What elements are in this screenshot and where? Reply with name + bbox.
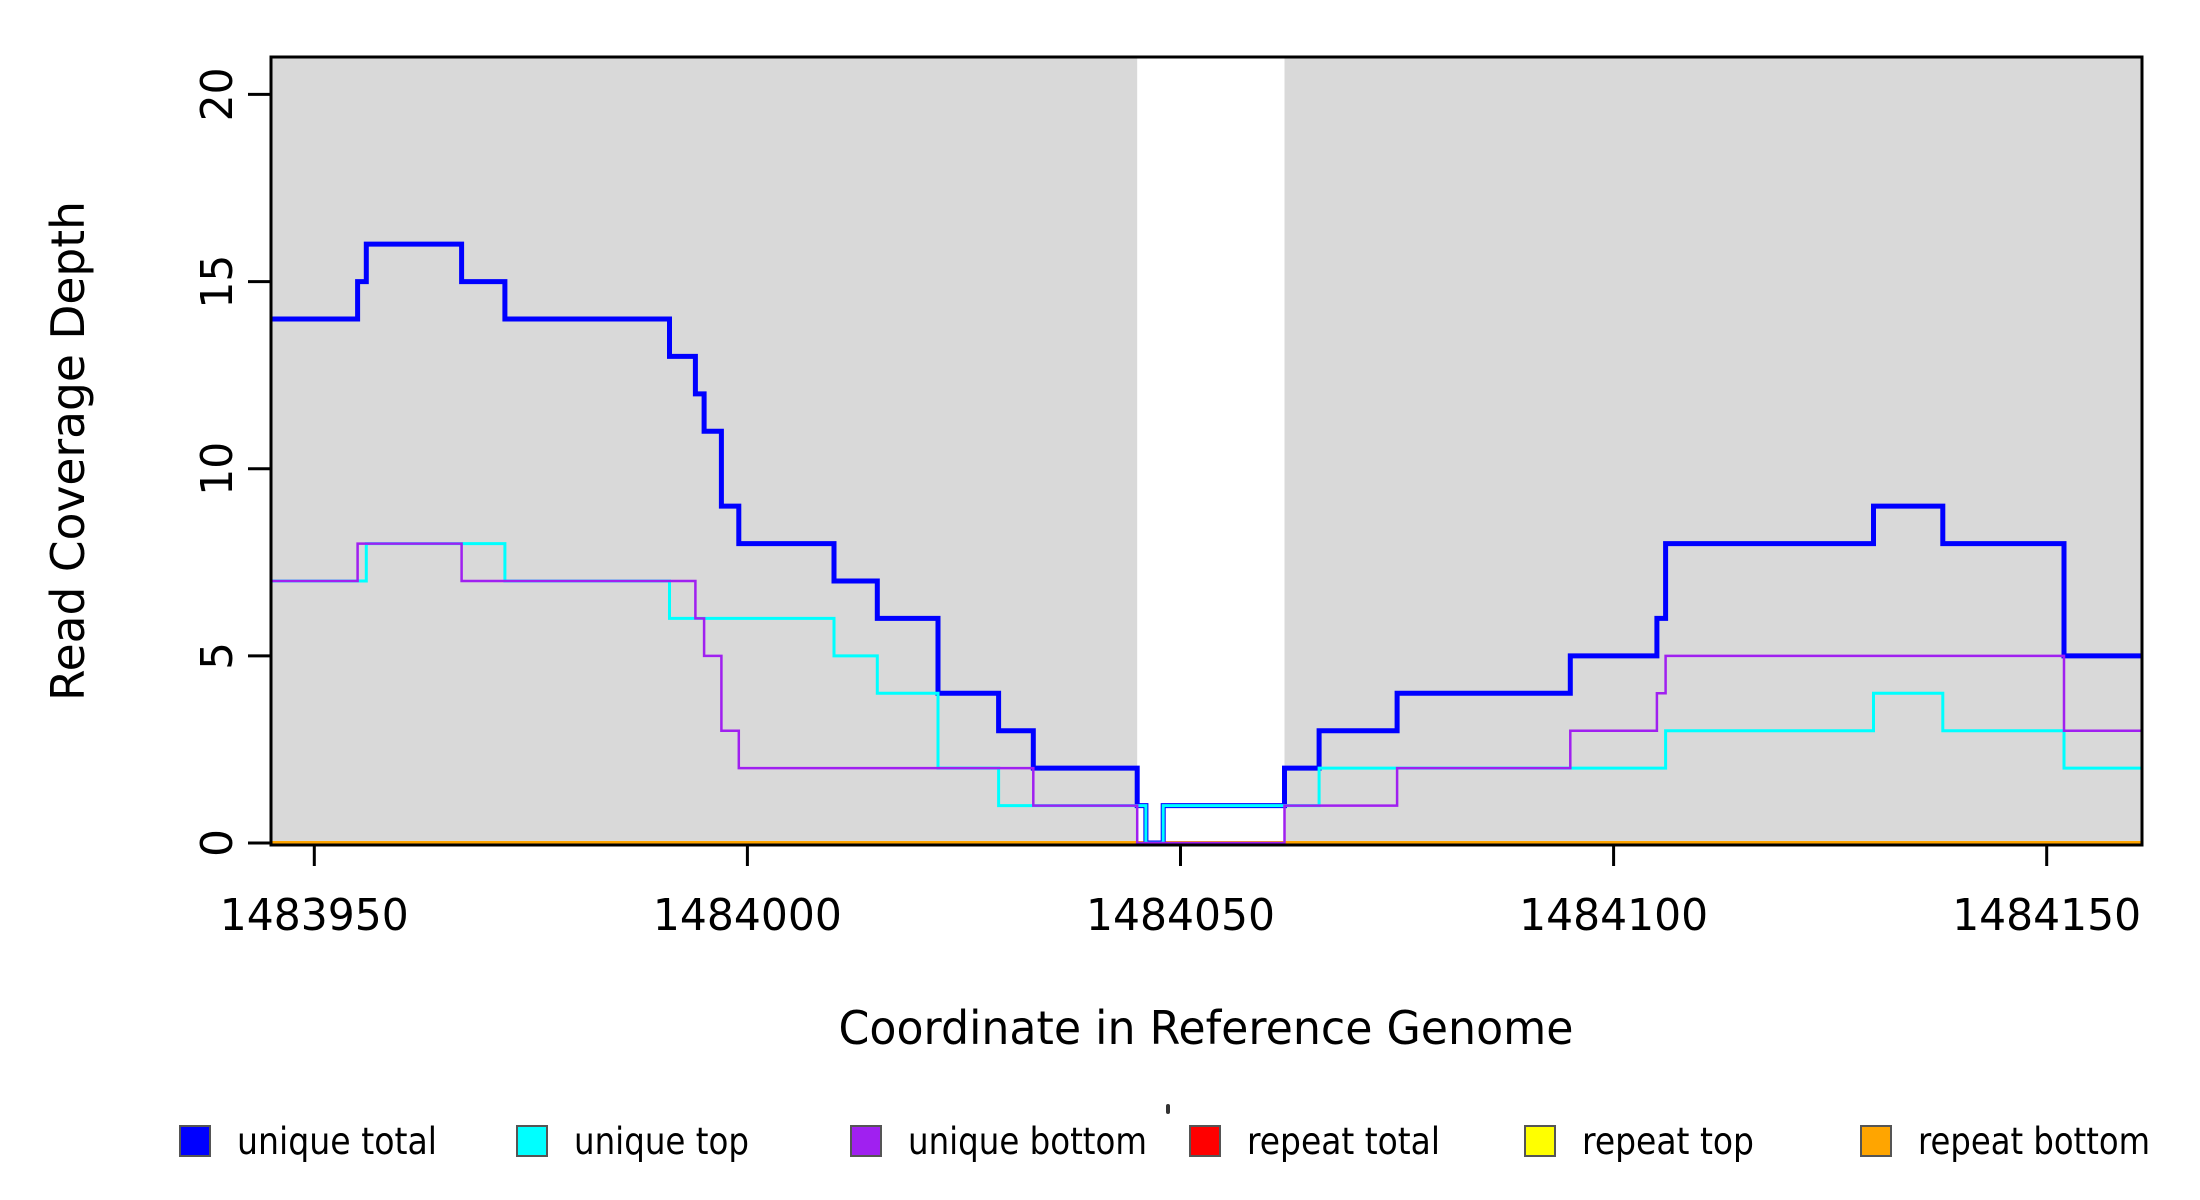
plot-frame [269, 55, 2144, 847]
legend-label: repeat bottom [1918, 1120, 2150, 1163]
legend-swatch [179, 1125, 211, 1157]
legend-label: unique bottom [908, 1120, 1147, 1163]
legend-label: unique total [237, 1120, 437, 1163]
y-tick-label: 0 [192, 829, 243, 857]
y-tick-label: 5 [192, 642, 243, 670]
x-tick-label: 1484150 [1952, 890, 2141, 941]
legend-swatch [1524, 1125, 1556, 1157]
legend-swatch [516, 1125, 548, 1157]
series-line-unique-total [271, 241, 2142, 846]
y-tick-label: 20 [192, 67, 243, 121]
legend-swatch [1189, 1125, 1221, 1157]
y-axis-title: Read Coverage Depth [41, 201, 95, 701]
legend-item-unique-top: unique top [516, 1120, 749, 1163]
axes: 1483950 1484000 1484050 1484100 1484150 0 5 10 1… [192, 67, 2141, 941]
x-tick-label: 1484050 [1086, 890, 1275, 941]
plot-area [269, 55, 2144, 847]
legend-label: unique top [574, 1120, 749, 1163]
series-line-unique-bottom [271, 542, 2142, 845]
y-tick-label: 10 [192, 442, 243, 496]
x-axis-title: Coordinate in Reference Genome [839, 1001, 1574, 1055]
stray-mark-artifact [1166, 1104, 1170, 1114]
legend-item-unique-total: unique total [179, 1120, 437, 1163]
legend-label: repeat top [1582, 1120, 1754, 1163]
legend-swatch [850, 1125, 882, 1157]
legend-swatch [1860, 1125, 1892, 1157]
legend-item-repeat-total: repeat total [1189, 1120, 1440, 1163]
legend-label: repeat total [1247, 1120, 1440, 1163]
x-tick-label: 1484000 [653, 890, 842, 941]
x-tick-label: 1483950 [220, 890, 409, 941]
legend-item-unique-bottom: unique bottom [850, 1120, 1147, 1163]
y-tick-label: 15 [192, 255, 243, 309]
x-tick-label: 1484100 [1519, 890, 1708, 941]
legend-item-repeat-bottom: repeat bottom [1860, 1120, 2150, 1163]
legend-item-repeat-top: repeat top [1524, 1120, 1754, 1163]
legend: unique total unique top unique bottom repea… [179, 1104, 2150, 1163]
masked-region [1284, 57, 2142, 845]
masked-region [271, 57, 1138, 845]
